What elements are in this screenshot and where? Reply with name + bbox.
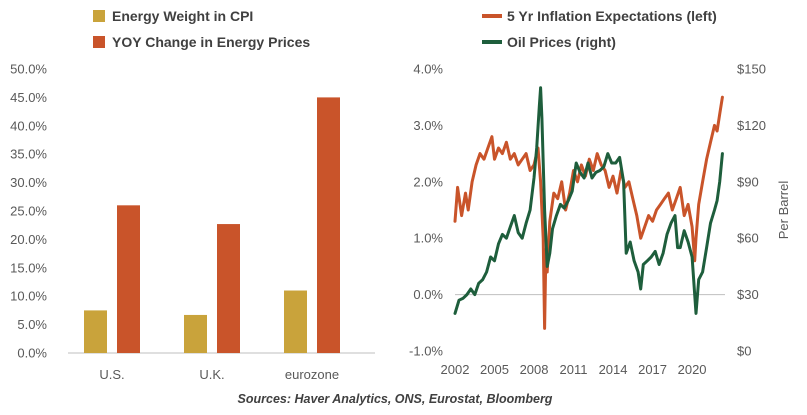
line-y-left-tick-label: 4.0% bbox=[413, 62, 443, 77]
line-x-axis: 2002 2005 2008 2011 2014 2017 2020 bbox=[441, 362, 707, 377]
line-x-tick-label: 2005 bbox=[480, 362, 509, 377]
bar-yoy-energy-2 bbox=[317, 97, 340, 354]
inflation-expectations-line bbox=[453, 95, 724, 330]
bar-marks bbox=[84, 97, 340, 354]
legend-label-oil: Oil Prices (right) bbox=[507, 34, 616, 50]
line-x-tick-label: 2014 bbox=[599, 362, 628, 377]
oil-prices-line bbox=[453, 86, 724, 315]
source-note: Sources: Haver Analytics, ONS, Eurostat,… bbox=[238, 392, 553, 406]
bar-y-tick-label: 45.0% bbox=[10, 90, 47, 105]
line-y-left-tick-label: -1.0% bbox=[409, 344, 443, 359]
line-y-left-tick-label: 1.0% bbox=[413, 231, 443, 246]
line-y-right-tick-label: $150 bbox=[737, 62, 766, 77]
line-x-tick-label: 2011 bbox=[560, 362, 588, 377]
bar-x-axis: U.S. U.K. eurozone bbox=[99, 367, 339, 382]
legend-swatch-yoy-energy bbox=[93, 36, 105, 48]
line-x-tick-label: 2020 bbox=[678, 362, 707, 377]
bar-yoy-energy-1 bbox=[217, 224, 240, 353]
bar-y-tick-label: 30.0% bbox=[10, 175, 47, 190]
bar-x-tick-label: U.S. bbox=[99, 367, 124, 382]
line-y-right-tick-label: $60 bbox=[737, 231, 759, 246]
bar-x-tick-label: U.K. bbox=[199, 367, 224, 382]
line-legend: 5 Yr Inflation Expectations (left) Oil P… bbox=[482, 8, 717, 50]
bar-energy-weight-0 bbox=[84, 310, 107, 353]
legend-label-inflation: 5 Yr Inflation Expectations (left) bbox=[507, 8, 717, 24]
legend-swatch-energy-weight bbox=[93, 10, 105, 22]
line-chart: -1.0% 0.0% 1.0% 2.0% 3.0% 4.0% $0 $30 $60 $90 $12… bbox=[409, 62, 791, 378]
line-y-left-tick-label: 0.0% bbox=[413, 287, 443, 302]
line-y-right-tick-label: $0 bbox=[737, 344, 751, 359]
line-y-left-tick-label: 3.0% bbox=[413, 118, 443, 133]
bar-x-tick-label: eurozone bbox=[285, 367, 339, 382]
line-x-tick-label: 2008 bbox=[520, 362, 549, 377]
line-series bbox=[453, 86, 724, 330]
bar-energy-weight-1 bbox=[184, 314, 207, 353]
bar-legend: Energy Weight in CPI YOY Change in Energ… bbox=[93, 8, 310, 50]
bar-energy-weight-2 bbox=[284, 290, 307, 353]
bar-y-axis: 0.0% 5.0% 10.0% 15.0% 20.0% 25.0% 30.0% 35.0% 40… bbox=[10, 62, 47, 361]
bar-y-tick-label: 0.0% bbox=[17, 346, 47, 361]
line-y-right-tick-label: $30 bbox=[737, 287, 759, 302]
line-y-axis-right: $0 $30 $60 $90 $120 $150 bbox=[737, 62, 766, 359]
bar-y-tick-label: 50.0% bbox=[10, 62, 47, 77]
bar-y-tick-label: 10.0% bbox=[10, 289, 47, 304]
legend-label-yoy-energy: YOY Change in Energy Prices bbox=[112, 34, 310, 50]
line-y-right-tick-label: $120 bbox=[737, 118, 766, 133]
legend-label-energy-weight: Energy Weight in CPI bbox=[112, 8, 253, 24]
line-x-tick-label: 2017 bbox=[638, 362, 667, 377]
bar-y-tick-label: 25.0% bbox=[10, 204, 47, 219]
line-y-left-tick-label: 2.0% bbox=[413, 174, 443, 189]
line-y-axis-left: -1.0% 0.0% 1.0% 2.0% 3.0% 4.0% bbox=[409, 62, 443, 359]
bar-yoy-energy-0 bbox=[117, 205, 140, 353]
bar-y-tick-label: 5.0% bbox=[17, 317, 47, 332]
line-x-tick-label: 2002 bbox=[441, 362, 470, 377]
bar-chart: 0.0% 5.0% 10.0% 15.0% 20.0% 25.0% 30.0% 35.0% 40… bbox=[10, 62, 375, 382]
right-axis-label: Per Barrel bbox=[776, 181, 791, 240]
line-y-right-tick-label: $90 bbox=[737, 174, 759, 189]
bar-y-tick-label: 15.0% bbox=[10, 260, 47, 275]
bar-y-tick-label: 40.0% bbox=[10, 118, 47, 133]
bar-y-tick-label: 35.0% bbox=[10, 147, 47, 162]
bar-y-tick-label: 20.0% bbox=[10, 232, 47, 247]
